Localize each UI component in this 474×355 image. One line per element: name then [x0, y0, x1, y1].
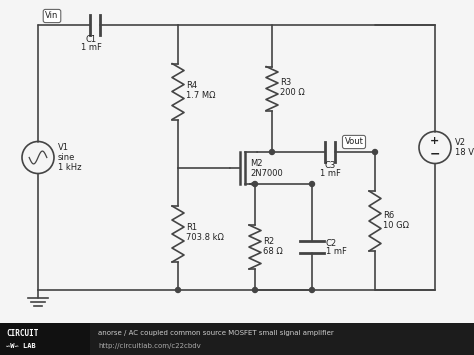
Bar: [0, 323, 90, 355]
Text: 703.8 kΩ: 703.8 kΩ: [186, 234, 224, 242]
Circle shape: [253, 181, 257, 186]
Text: 1 mF: 1 mF: [319, 169, 340, 179]
Circle shape: [270, 149, 274, 154]
Text: R6: R6: [383, 211, 394, 219]
Text: CIRCUIT: CIRCUIT: [6, 329, 38, 338]
Text: 18 V: 18 V: [455, 148, 474, 157]
Text: 1 mF: 1 mF: [81, 43, 101, 51]
Text: anorse / AC coupled common source MOSFET small signal amplifier: anorse / AC coupled common source MOSFET…: [98, 330, 334, 336]
Text: 200 Ω: 200 Ω: [280, 88, 305, 97]
Bar: [0, 323, 474, 355]
Text: 68 Ω: 68 Ω: [263, 246, 283, 256]
Text: 1 kHz: 1 kHz: [58, 163, 82, 172]
Text: ∽W∽ LAB: ∽W∽ LAB: [6, 343, 36, 349]
Text: 10 GΩ: 10 GΩ: [383, 220, 409, 229]
Text: 2N7000: 2N7000: [250, 169, 283, 178]
Circle shape: [373, 149, 377, 154]
Text: V1: V1: [58, 143, 69, 152]
Circle shape: [310, 181, 315, 186]
Circle shape: [175, 288, 181, 293]
Text: C3: C3: [324, 162, 336, 170]
Text: Vout: Vout: [345, 137, 364, 147]
Text: 1 mF: 1 mF: [326, 247, 347, 257]
Text: 1.7 MΩ: 1.7 MΩ: [186, 91, 216, 100]
Text: R2: R2: [263, 236, 274, 246]
Text: R1: R1: [186, 224, 197, 233]
Text: M2: M2: [250, 159, 263, 169]
Text: C2: C2: [326, 239, 337, 247]
Text: http://circuitlab.com/c22cbdv: http://circuitlab.com/c22cbdv: [98, 343, 201, 349]
Text: sine: sine: [58, 153, 75, 162]
Circle shape: [310, 288, 315, 293]
Text: R4: R4: [186, 81, 197, 90]
Text: R3: R3: [280, 78, 291, 87]
Text: +: +: [430, 136, 439, 146]
Text: −: −: [430, 148, 440, 161]
Text: Vin: Vin: [46, 11, 59, 21]
Text: V2: V2: [455, 138, 466, 147]
Text: C1: C1: [85, 34, 97, 44]
Circle shape: [253, 288, 257, 293]
